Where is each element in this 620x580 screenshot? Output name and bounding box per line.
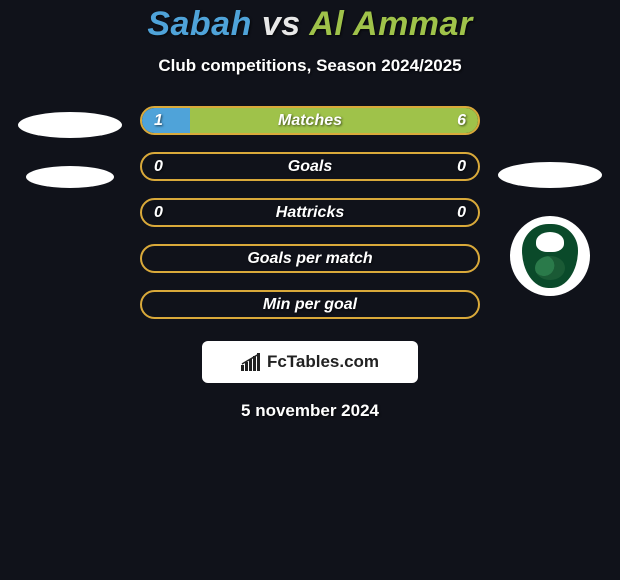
stat-left-value: 0 (154, 204, 163, 222)
right-logo-column (498, 106, 602, 296)
stat-right-value: 0 (457, 204, 466, 222)
stat-left-value: 1 (154, 112, 163, 130)
stat-label: Min per goal (263, 296, 357, 314)
player2-name: Al Ammar (309, 5, 472, 43)
date-label: 5 november 2024 (0, 401, 620, 421)
team1-logo-placeholder (18, 112, 122, 138)
team1-logo-placeholder-2 (26, 166, 114, 188)
stat-label: Goals (288, 158, 332, 176)
stat-label: Hattricks (276, 204, 344, 222)
shield-icon (522, 224, 578, 288)
stat-row: Goals per match (140, 244, 480, 273)
stat-right-value: 0 (457, 158, 466, 176)
vs-label: vs (262, 5, 301, 43)
team2-crest (510, 216, 590, 296)
brand-attribution: FcTables.com (202, 341, 418, 383)
subtitle: Club competitions, Season 2024/2025 (0, 56, 620, 76)
stat-bars: 1 Matches 6 0 Goals 0 0 Hattricks 0 Goals per mat… (140, 106, 480, 319)
stat-right-value: 6 (457, 112, 466, 130)
player1-name: Sabah (147, 5, 252, 43)
brand-text: FcTables.com (267, 352, 379, 372)
stats-area: 1 Matches 6 0 Goals 0 0 Hattricks 0 Goals per mat… (0, 106, 620, 319)
stat-row: 0 Goals 0 (140, 152, 480, 181)
bars-icon (241, 353, 263, 371)
stat-label: Matches (278, 112, 342, 130)
team2-logo-placeholder (498, 162, 602, 188)
stat-label: Goals per match (247, 250, 372, 268)
page-title: Sabah vs Al Ammar (0, 5, 620, 44)
comparison-card: Sabah vs Al Ammar Club competitions, Sea… (0, 0, 620, 421)
stat-row: Min per goal (140, 290, 480, 319)
left-logo-column (18, 106, 122, 188)
bar-fill-left (142, 108, 190, 133)
stat-row: 0 Hattricks 0 (140, 198, 480, 227)
stat-left-value: 0 (154, 158, 163, 176)
stat-row: 1 Matches 6 (140, 106, 480, 135)
